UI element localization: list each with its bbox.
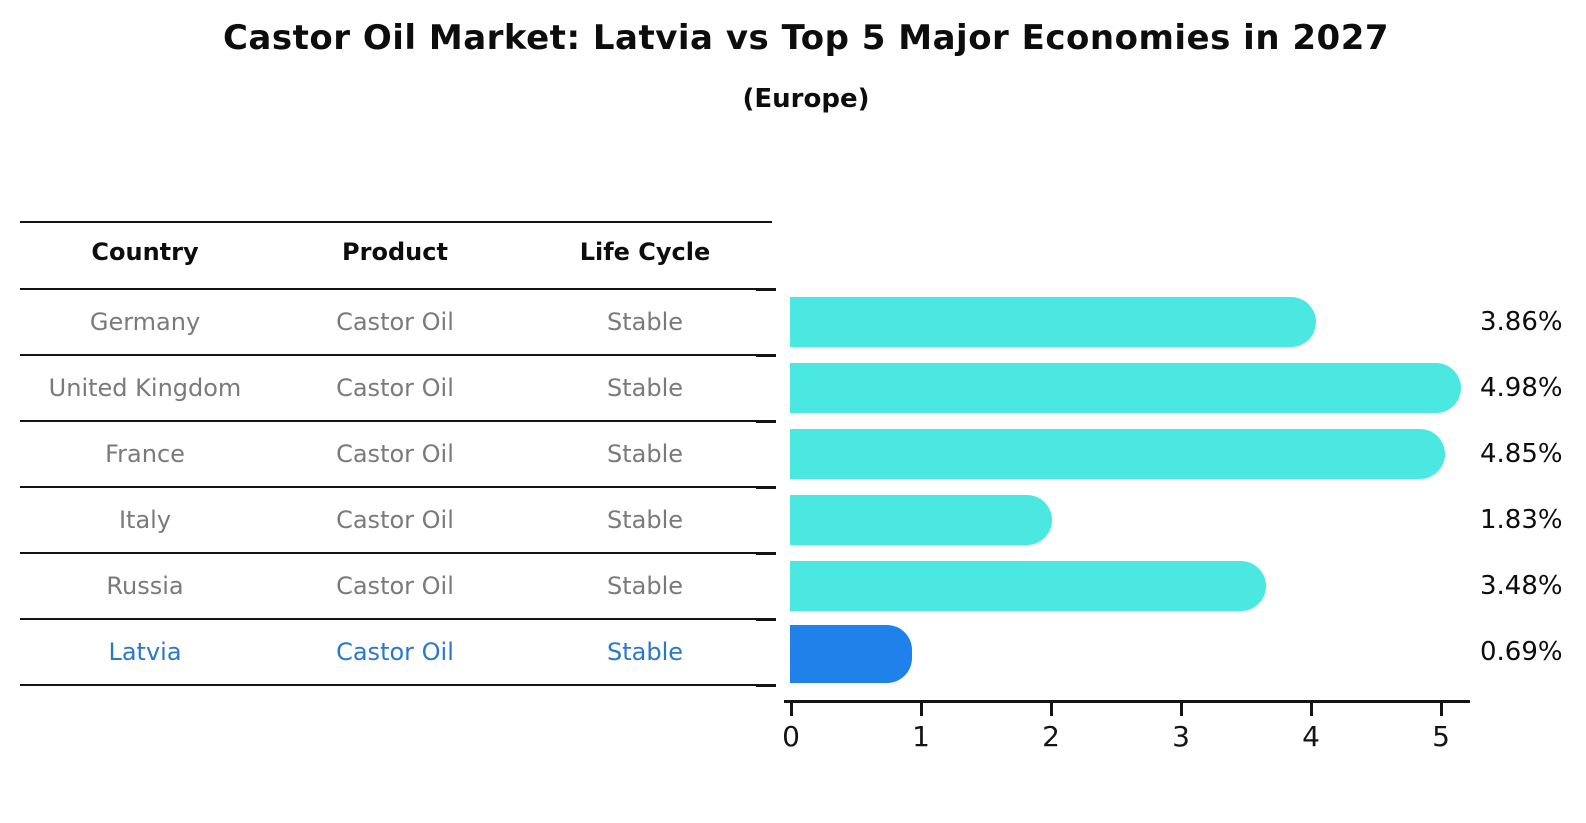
table-rule (20, 486, 772, 488)
y-axis-tick (756, 684, 776, 687)
y-axis-tick (756, 552, 776, 555)
bar-value-label: 3.48% (1480, 571, 1563, 601)
y-axis-tick (756, 420, 776, 423)
table-cell: Castor Oil (336, 440, 454, 468)
y-axis-tick (756, 354, 776, 357)
table-rule (20, 354, 772, 356)
table-cell: Italy (118, 506, 172, 534)
table-cell: Stable (606, 506, 684, 534)
table-cell: Stable (606, 572, 684, 600)
x-axis-tick (920, 703, 923, 716)
x-axis-tick (1050, 703, 1053, 716)
table-cell: United Kingdom (48, 374, 242, 402)
table-cell: Castor Oil (336, 506, 454, 534)
table-rule (20, 221, 772, 223)
y-axis-tick (756, 486, 776, 489)
y-axis-tick (756, 288, 776, 291)
chart-title: Castor Oil Market: Latvia vs Top 5 Major… (222, 18, 1390, 58)
bar-united-kingdom (790, 363, 1462, 413)
bar-value-label: 1.83% (1480, 505, 1563, 535)
bar-germany (790, 297, 1316, 347)
bar-value-label: 4.85% (1480, 439, 1563, 469)
table-cell: Castor Oil (336, 572, 454, 600)
table-header-country: Country (91, 238, 199, 266)
table-cell: Stable (606, 638, 684, 666)
bar-value-label: 3.86% (1480, 307, 1563, 337)
x-axis-tick-label: 1 (912, 720, 930, 753)
x-axis-tick (1310, 703, 1313, 716)
table-rule (20, 684, 772, 686)
table-cell: Castor Oil (336, 638, 454, 666)
bar-value-label: 4.98% (1480, 373, 1563, 403)
bar-value-label: 0.69% (1480, 637, 1563, 667)
table-rule (20, 288, 772, 290)
bar-russia (790, 561, 1267, 611)
x-axis-tick (1180, 703, 1183, 716)
table-cell: Germany (89, 308, 201, 336)
table-rule (20, 552, 772, 554)
x-axis-tick-label: 3 (1172, 720, 1190, 753)
x-axis-line (784, 700, 1470, 703)
x-axis-tick-label: 2 (1042, 720, 1060, 753)
table-cell: Castor Oil (336, 308, 454, 336)
table-cell: Russia (106, 572, 184, 600)
x-axis-tick-label: 4 (1302, 720, 1320, 753)
x-axis-tick (790, 703, 793, 716)
table-cell: France (105, 440, 185, 468)
table-rule (20, 420, 772, 422)
x-axis-tick-label: 5 (1432, 720, 1450, 753)
bar-latvia (790, 625, 912, 683)
bar-france (790, 429, 1445, 479)
table-cell: Castor Oil (336, 374, 454, 402)
table-header-life-cycle: Life Cycle (579, 238, 711, 266)
table-cell: Stable (606, 308, 684, 336)
table-header-product: Product (342, 238, 448, 266)
y-axis-tick (756, 618, 776, 621)
table-cell: Latvia (108, 638, 182, 666)
table-cell: Stable (606, 440, 684, 468)
x-axis-tick (1440, 703, 1443, 716)
x-axis-tick-label: 0 (782, 720, 800, 753)
bar-italy (790, 495, 1052, 545)
chart-subtitle: (Europe) (742, 84, 870, 114)
table-rule (20, 618, 772, 620)
table-cell: Stable (606, 374, 684, 402)
